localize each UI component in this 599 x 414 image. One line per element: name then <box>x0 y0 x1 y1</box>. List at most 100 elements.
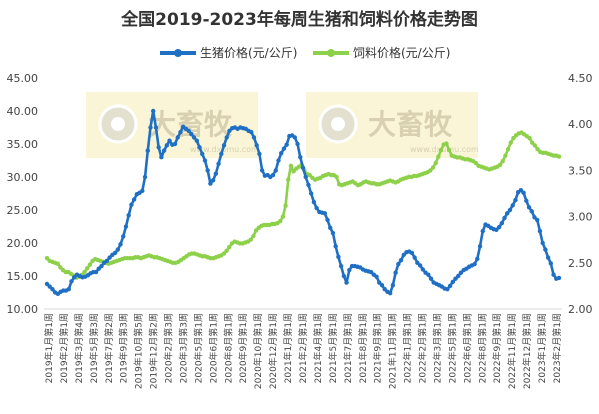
x-tick-label: 2021年11月第1周 <box>387 313 399 389</box>
data-point <box>322 211 327 216</box>
data-point <box>118 242 123 247</box>
data-point <box>153 125 159 130</box>
y-left-tick-label: 40.00 <box>7 105 39 118</box>
x-tick-label: 2021年4月第1周 <box>312 313 324 383</box>
data-point <box>248 237 253 242</box>
series-pig-price <box>44 108 562 297</box>
data-point <box>87 262 93 267</box>
data-point <box>341 273 347 279</box>
data-point <box>145 148 150 153</box>
x-tick-label: 2022年3月第1周 <box>431 313 443 383</box>
data-point <box>529 209 534 214</box>
data-point <box>436 154 441 159</box>
data-point <box>420 267 426 272</box>
x-tick-label: 2022年6月第1周 <box>461 313 473 383</box>
data-point <box>500 158 505 164</box>
data-point <box>494 227 499 232</box>
data-point <box>551 272 556 277</box>
data-point <box>93 269 99 275</box>
data-point <box>50 287 55 292</box>
data-point <box>286 177 291 182</box>
watermark-left-logo-inner-icon <box>111 117 125 131</box>
data-point <box>227 128 232 133</box>
data-point <box>409 250 415 256</box>
data-point <box>458 270 464 275</box>
x-tick-label: 2022年9月第1周 <box>491 313 503 383</box>
data-point <box>393 270 398 275</box>
data-point <box>450 279 455 285</box>
y-right-tick-label: 2.00 <box>568 303 593 316</box>
x-tick-label: 2021年9月第1周 <box>372 313 384 383</box>
x-tick-label: 2019年9月第3周 <box>118 313 130 383</box>
data-point <box>251 135 257 140</box>
x-tick-label: 2021年1月第1周 <box>282 313 294 383</box>
data-point <box>529 140 535 145</box>
data-point <box>524 198 529 203</box>
y-left-tick-label: 45.00 <box>7 72 39 85</box>
watermark-right-brand: 大畜牧 <box>368 108 453 141</box>
data-point <box>292 135 298 140</box>
data-point <box>44 281 50 287</box>
data-point <box>131 197 137 202</box>
data-point <box>526 205 532 210</box>
y-axis-left: 10.00 15.00 20.00 25.00 30.00 35.00 40.00 45.00 <box>7 72 39 316</box>
data-point <box>472 261 477 267</box>
data-point <box>221 251 227 256</box>
x-tick-label: 2019年5月第3周 <box>88 313 100 383</box>
data-point <box>115 247 121 252</box>
x-tick-label: 2020年12月第1周 <box>267 313 279 389</box>
data-point <box>446 147 452 153</box>
data-point <box>507 207 513 213</box>
series-feed-price <box>44 130 562 280</box>
x-axis: 2019年1月第1周 2019年2月第1周 2019年3月第4周 2019年5月第3周… <box>43 313 563 389</box>
data-point <box>412 255 417 260</box>
data-point <box>445 287 450 292</box>
data-point <box>428 276 434 281</box>
x-tick-label: 2020年8月第1周 <box>222 313 234 383</box>
data-point <box>303 174 308 180</box>
data-point <box>161 148 167 153</box>
data-point <box>556 154 562 159</box>
x-tick-label: 2021年7月第1周 <box>342 313 354 383</box>
data-point <box>508 140 513 145</box>
watermark-left-url: www.dxumu.com <box>190 145 259 154</box>
legend-label-feed: 饲料价格(元/公斤) <box>353 45 450 60</box>
data-point <box>311 199 317 205</box>
data-point <box>298 155 303 160</box>
data-point <box>72 275 77 280</box>
data-point <box>453 276 458 281</box>
data-point <box>58 265 63 270</box>
data-point <box>314 205 319 211</box>
watermark-right-logo-inner-icon <box>331 117 345 131</box>
x-tick-label: 2020年6月第1周 <box>207 313 219 383</box>
data-point <box>189 131 194 137</box>
data-point <box>172 141 178 147</box>
data-point <box>521 190 526 196</box>
data-point <box>208 181 213 186</box>
data-point <box>291 169 296 174</box>
data-point <box>511 135 516 141</box>
data-point <box>390 283 396 288</box>
data-point <box>428 168 433 173</box>
data-point <box>473 160 479 166</box>
data-point <box>129 202 134 207</box>
data-point <box>503 153 508 158</box>
data-point <box>543 247 548 252</box>
y-right-tick-label: 3.50 <box>568 164 593 177</box>
data-point <box>257 151 262 157</box>
data-point <box>194 138 199 143</box>
data-point <box>379 283 385 288</box>
data-point <box>377 280 382 285</box>
data-point <box>178 129 183 135</box>
data-point <box>328 225 333 231</box>
data-point <box>475 256 480 262</box>
data-point <box>333 244 338 249</box>
y-right-tick-label: 2.50 <box>568 257 593 270</box>
x-tick-label: 2019年7月第2周 <box>103 313 115 383</box>
data-point <box>69 279 74 284</box>
data-point <box>280 214 286 219</box>
legend-marker-pig <box>174 49 182 57</box>
data-point <box>107 255 112 260</box>
data-point <box>112 250 118 256</box>
data-point <box>497 162 503 168</box>
